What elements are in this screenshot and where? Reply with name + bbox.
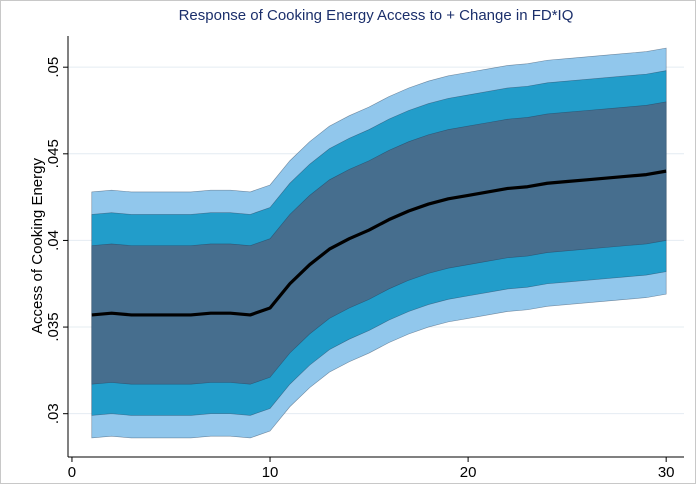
response-line (91, 169, 667, 317)
y-tick-label: .03 (45, 403, 62, 424)
chart-title: Response of Cooking Energy Access to + C… (179, 7, 574, 24)
x-tick-label: 0 (68, 464, 76, 481)
y-tick-label: .045 (45, 139, 62, 168)
y-tick-label: .05 (45, 57, 62, 78)
y-axis-label: Access of Cooking Energy (29, 158, 46, 334)
x-tick-label: 30 (658, 464, 675, 481)
x-tick-label: 10 (262, 464, 279, 481)
x-tick-label: 20 (460, 464, 477, 481)
y-tick-label: .04 (45, 230, 62, 251)
y-tick-label: .035 (45, 312, 62, 341)
